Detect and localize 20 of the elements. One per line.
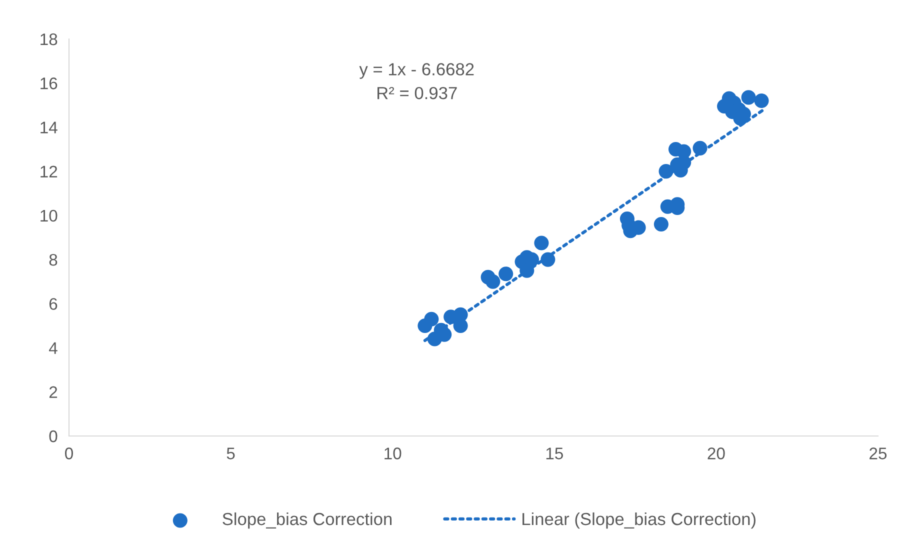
y-tick-label: 18	[40, 33, 58, 46]
annotation: R² = 0.937	[378, 86, 457, 100]
y-tick-label: 2	[49, 386, 58, 398]
y-tick-label: 16	[40, 78, 58, 90]
legend-label: Slope_bias Correction	[222, 512, 392, 529]
y-tick-label: 6	[49, 298, 58, 310]
y-tick-label: 0	[49, 430, 58, 442]
annotation: y = 1x - 6.6682	[359, 63, 474, 79]
x-tick-label: 20	[708, 448, 725, 460]
x-tick-label: 5	[226, 448, 235, 460]
y-tick-label: 10	[40, 210, 58, 222]
y-tick-label: 8	[49, 254, 58, 266]
y-tick-label: 4	[49, 342, 58, 354]
x-tick-label: 25	[870, 448, 887, 460]
legend-label: Linear (Slope_bias Correction)	[522, 512, 756, 529]
x-tick-label: 0	[65, 448, 73, 460]
y-tick-label: 12	[40, 166, 58, 178]
y-tick-label: 14	[40, 122, 58, 134]
x-tick-label: 10	[384, 448, 402, 460]
x-tick-label: 15	[546, 448, 563, 460]
